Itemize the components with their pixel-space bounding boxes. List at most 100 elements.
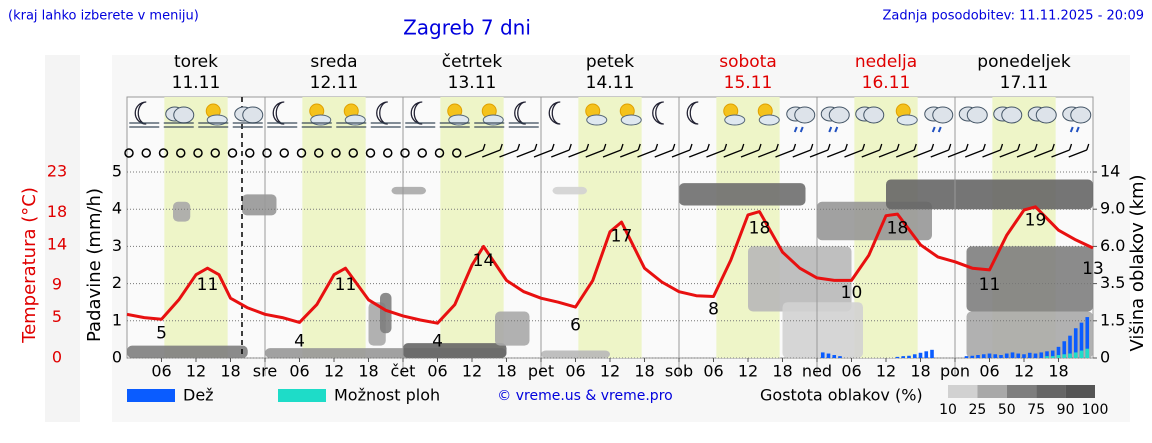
precip-bar (1016, 353, 1021, 358)
x-tick-label: pon (940, 362, 970, 381)
wind-barb (499, 143, 521, 158)
x-tick-label: 12 (876, 362, 896, 381)
cloud-block (242, 194, 277, 216)
precip-bar (924, 351, 929, 358)
precip-bar (1039, 352, 1044, 358)
wind-barb (568, 143, 590, 158)
x-tick-label: sob (665, 362, 693, 381)
y2-tick-label: 6.0 (1100, 236, 1125, 255)
precip-bar (987, 353, 992, 358)
moon-icon (376, 101, 388, 125)
temp-tick-label: 14 (47, 234, 67, 253)
density-label: 75 (1027, 402, 1045, 418)
wind-calm (417, 148, 427, 158)
chart-title: Zagreb 7 dni (403, 16, 531, 40)
day-date: 15.11 (724, 73, 773, 93)
wind-barb (516, 143, 538, 158)
wind-barb (602, 143, 624, 158)
daylight-band (164, 97, 228, 358)
cloud-icon (724, 114, 746, 126)
temperature-extreme: 17 (611, 227, 633, 247)
moon-icon (652, 101, 664, 125)
temp-tick-label: 23 (47, 162, 67, 181)
precip-bar (976, 355, 980, 358)
wind-calm (296, 148, 307, 158)
wind-barb (551, 143, 572, 158)
wind-barb (706, 143, 728, 158)
cloud-block (391, 186, 426, 195)
daylight-band (302, 97, 366, 358)
wind-barb (792, 143, 814, 158)
y2-tick-label: 3.5 (1100, 273, 1125, 292)
wind-barb (896, 143, 917, 158)
fog-icon (508, 122, 539, 128)
y2-tick-label: 9.0 (1100, 199, 1125, 218)
density-swatch (1065, 385, 1095, 398)
cloud-block (966, 246, 1093, 312)
x-tick-label: 18 (634, 362, 654, 381)
x-tick-label: 18 (910, 362, 930, 381)
wind-barb (844, 143, 866, 158)
update-time: Zadnja posodobitev: 11.11.2025 - 20:09 (882, 9, 1144, 24)
day-name: ponedeljek (977, 52, 1071, 72)
cloud-block (552, 186, 587, 195)
precip-bar (1062, 354, 1067, 358)
temperature-extreme: 6 (570, 315, 581, 335)
x-tick-label: 12 (324, 362, 344, 381)
precip-bar (1085, 348, 1090, 358)
temperature-extreme: 11 (197, 275, 219, 295)
moon-icon (514, 101, 526, 125)
x-tick-label: ned (802, 362, 832, 381)
credit: © vreme.us & vreme.pro (497, 388, 672, 404)
cloud-block (173, 201, 191, 222)
wind-calm (400, 148, 410, 158)
precip-bar (1033, 353, 1038, 358)
x-tick-label: pet (528, 362, 554, 381)
day-date: 16.11 (862, 73, 911, 93)
fog-icon (474, 122, 505, 128)
fog-icon (439, 122, 470, 128)
fog-icon (163, 122, 194, 128)
density-label: 50 (998, 402, 1016, 418)
cloud-block (495, 311, 530, 346)
precip-bar (930, 349, 934, 358)
temp-axis-label: Temperatura (°C) (19, 187, 40, 344)
wind-calm (176, 148, 186, 158)
wind-calm (245, 148, 255, 158)
temperature-extreme: 10 (841, 283, 863, 303)
precip-bar (832, 355, 837, 358)
temperature-extreme: 11 (335, 275, 357, 295)
day-date: 12.11 (310, 73, 359, 93)
temp-axis-strip (45, 55, 80, 422)
cloud-icon (863, 106, 885, 124)
temperature-extreme: 4 (432, 332, 443, 352)
wind-barb (637, 143, 659, 158)
precip-bar (1050, 350, 1055, 358)
cloud-icon (896, 114, 918, 126)
temp-tick-label: 18 (47, 202, 67, 221)
precip-bar (901, 356, 906, 358)
precip-bar (820, 352, 825, 358)
precip-bar (1056, 346, 1061, 358)
y-tick-label: 0 (112, 348, 122, 367)
precip-bar (964, 356, 969, 358)
x-tick-label: 06 (703, 362, 723, 381)
precip-bar (999, 355, 1003, 358)
wind-barb (947, 143, 969, 158)
cloud-block (966, 311, 1093, 358)
wind-barb (1016, 143, 1038, 158)
fog-icon (198, 122, 229, 128)
moon-icon (548, 101, 561, 125)
wind-calm (331, 148, 341, 158)
density-label: 25 (968, 402, 986, 418)
day-name: sobota (719, 52, 777, 72)
precip-bar (970, 355, 975, 358)
y-tick-label: 3 (112, 236, 122, 255)
temp-tick-label: 9 (52, 275, 62, 294)
wind-barb (965, 143, 986, 158)
wind-calm (193, 148, 203, 158)
cloud-legend-title: Gostota oblakov (%) (760, 386, 923, 405)
x-tick-label: sre (253, 362, 277, 381)
wind-calm (365, 148, 376, 158)
